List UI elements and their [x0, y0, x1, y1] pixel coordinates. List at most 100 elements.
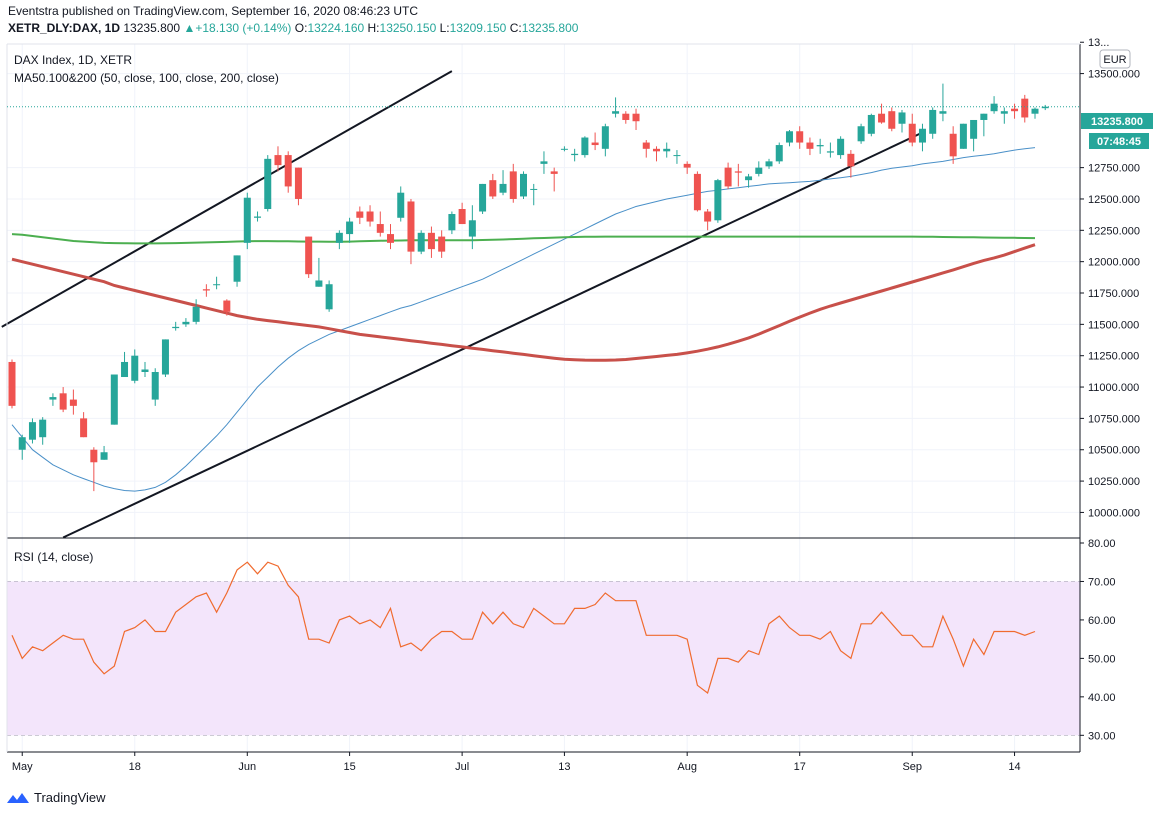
candle[interactable]	[704, 209, 712, 231]
candle[interactable]	[28, 418, 36, 444]
candle[interactable]	[397, 186, 405, 222]
candle[interactable]	[223, 299, 231, 316]
candle[interactable]	[356, 206, 364, 225]
candle[interactable]	[837, 136, 845, 159]
candle[interactable]	[69, 389, 77, 415]
candle[interactable]	[305, 236, 313, 278]
candle[interactable]	[949, 126, 957, 164]
candle[interactable]	[1000, 107, 1008, 124]
candle[interactable]	[898, 109, 906, 133]
candle[interactable]	[581, 136, 589, 158]
candle[interactable]	[468, 205, 476, 250]
candle[interactable]	[785, 130, 793, 147]
candle[interactable]	[489, 173, 497, 199]
candle[interactable]	[387, 224, 395, 250]
candle[interactable]	[652, 146, 660, 162]
candle[interactable]	[80, 412, 88, 438]
candle[interactable]	[325, 280, 333, 312]
candle[interactable]	[571, 148, 579, 162]
candle[interactable]	[724, 162, 732, 189]
candle[interactable]	[847, 150, 855, 178]
candle[interactable]	[243, 192, 251, 250]
candle[interactable]	[765, 158, 773, 169]
candle[interactable]	[376, 211, 384, 237]
candle[interactable]	[366, 205, 374, 227]
candle[interactable]	[612, 97, 620, 118]
candle[interactable]	[233, 255, 241, 287]
currency-badge[interactable]: EUR	[1099, 49, 1131, 69]
candle[interactable]	[745, 173, 753, 188]
trendline-2[interactable]	[62, 131, 923, 539]
candle[interactable]	[806, 137, 814, 156]
candle[interactable]	[39, 417, 47, 445]
candle[interactable]	[857, 123, 865, 144]
candle[interactable]	[990, 96, 998, 114]
candle[interactable]	[826, 142, 834, 158]
candle[interactable]	[438, 230, 446, 258]
candle[interactable]	[970, 119, 978, 152]
candle[interactable]	[90, 447, 98, 492]
candle[interactable]	[110, 374, 118, 425]
candle[interactable]	[642, 140, 650, 158]
candle[interactable]	[294, 167, 302, 206]
candle[interactable]	[918, 123, 926, 152]
candle[interactable]	[172, 321, 180, 331]
candle[interactable]	[284, 151, 292, 193]
candle[interactable]	[601, 123, 609, 157]
candle[interactable]	[520, 171, 527, 199]
candle[interactable]	[530, 183, 538, 206]
candle[interactable]	[8, 359, 16, 409]
candle[interactable]	[867, 113, 875, 137]
candle[interactable]	[141, 361, 149, 378]
candle[interactable]	[878, 103, 886, 124]
candle[interactable]	[151, 368, 159, 406]
candle[interactable]	[458, 202, 466, 225]
candle[interactable]	[254, 211, 262, 222]
candle[interactable]	[49, 393, 57, 406]
candle[interactable]	[192, 299, 200, 325]
candle[interactable]	[202, 284, 210, 297]
candle[interactable]	[499, 170, 507, 196]
candle[interactable]	[264, 155, 272, 212]
candle[interactable]	[448, 211, 456, 235]
candle[interactable]	[714, 178, 722, 223]
candle[interactable]	[315, 257, 323, 287]
candle[interactable]	[663, 142, 671, 158]
candle[interactable]	[100, 445, 108, 460]
candle[interactable]	[417, 230, 425, 255]
candle[interactable]	[683, 161, 691, 174]
candle[interactable]	[1021, 94, 1029, 123]
candle[interactable]	[673, 150, 681, 164]
candle[interactable]	[1041, 104, 1049, 111]
candle[interactable]	[213, 276, 221, 290]
candle[interactable]	[1011, 103, 1019, 119]
candle[interactable]	[775, 142, 783, 164]
candle[interactable]	[161, 339, 169, 378]
candle[interactable]	[816, 138, 824, 154]
candle[interactable]	[1031, 107, 1039, 119]
candle[interactable]	[908, 113, 916, 147]
candle[interactable]	[59, 387, 67, 413]
candle[interactable]	[560, 146, 568, 152]
candle[interactable]	[131, 349, 139, 384]
candle[interactable]	[959, 123, 967, 149]
candle[interactable]	[939, 83, 947, 122]
trendline-1[interactable]	[1, 70, 453, 328]
candle[interactable]	[18, 434, 26, 460]
tradingview-footer[interactable]: TradingView	[6, 790, 106, 805]
candle[interactable]	[632, 108, 640, 131]
candle[interactable]	[182, 318, 190, 327]
candle[interactable]	[622, 111, 630, 124]
candle[interactable]	[509, 163, 517, 203]
candle[interactable]	[346, 217, 354, 243]
candle[interactable]	[796, 126, 804, 149]
candle[interactable]	[929, 107, 937, 139]
candle[interactable]	[540, 151, 548, 174]
candle[interactable]	[693, 171, 701, 212]
candle[interactable]	[550, 167, 558, 192]
candle[interactable]	[335, 230, 343, 250]
candle[interactable]	[755, 161, 763, 177]
candle[interactable]	[591, 132, 599, 151]
candle[interactable]	[427, 226, 435, 258]
